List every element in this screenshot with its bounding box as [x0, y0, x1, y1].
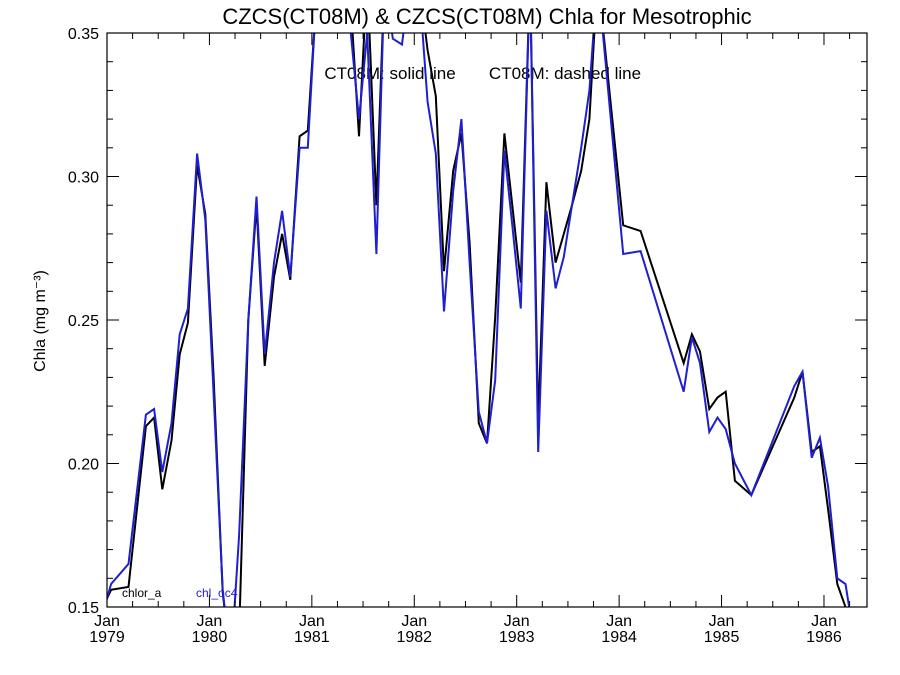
y-tick-label: 0.20: [68, 457, 99, 474]
y-tick-label: 0.30: [68, 170, 99, 187]
axes: 0.150.200.250.300.35Jan1979Jan1980Jan198…: [68, 26, 867, 646]
x-tick-year: 1983: [499, 629, 535, 646]
series-line-chlor-a: [107, 33, 847, 607]
series-line-chl-oc4: [107, 33, 851, 607]
legend-chl-oc4: chl_oc4: [196, 586, 238, 600]
x-tick-month: Jan: [197, 613, 223, 630]
x-tick-month: Jan: [504, 613, 530, 630]
x-tick-year: 1986: [806, 629, 842, 646]
x-tick-year: 1982: [396, 629, 432, 646]
x-tick-month: Jan: [811, 613, 837, 630]
y-tick-label: 0.35: [68, 26, 99, 43]
subtitle-solid: CT08M: solid line: [324, 64, 455, 83]
y-axis-label: Chla (mg m⁻³): [32, 270, 49, 372]
chart-title: CZCS(CT08M) & CZCS(CT08M) Chla for Mesot…: [222, 4, 751, 29]
x-tick-month: Jan: [606, 613, 632, 630]
x-tick-year: 1984: [601, 629, 637, 646]
x-tick-year: 1980: [192, 629, 228, 646]
x-tick-month: Jan: [94, 613, 120, 630]
x-tick-month: Jan: [401, 613, 427, 630]
x-tick-year: 1979: [89, 629, 125, 646]
subtitle-dashed: CT08M: dashed line: [489, 64, 641, 83]
x-tick-year: 1981: [294, 629, 330, 646]
x-tick-month: Jan: [299, 613, 325, 630]
x-tick-month: Jan: [709, 613, 735, 630]
y-tick-label: 0.25: [68, 313, 99, 330]
series-layer: [107, 33, 851, 607]
legend-chlor-a: chlor_a: [122, 586, 162, 600]
x-tick-year: 1985: [704, 629, 740, 646]
plot-frame: [106, 32, 868, 608]
legend: chlor_a chl_oc4: [122, 586, 238, 600]
y-tick-label: 0.15: [68, 600, 99, 617]
